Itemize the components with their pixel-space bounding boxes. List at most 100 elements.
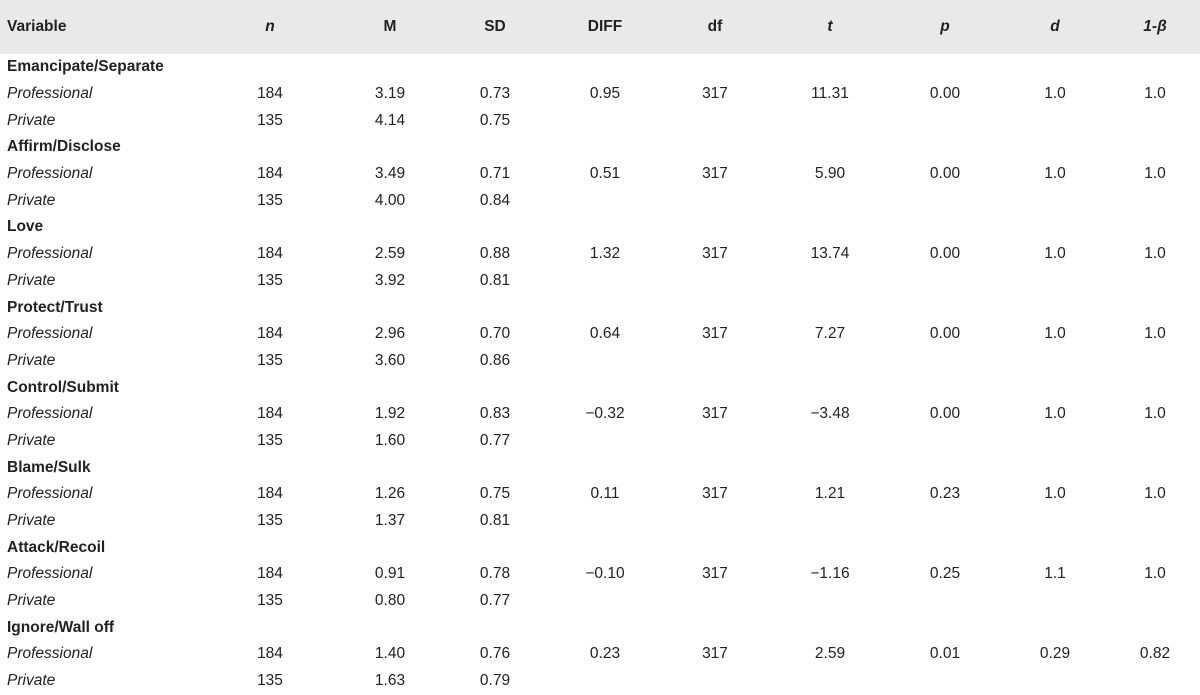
cell-p: [890, 187, 1000, 214]
cell-t: [770, 268, 890, 295]
cell-df: [660, 508, 770, 535]
cell-d: 1.0: [1044, 485, 1066, 503]
cell-mean: 2.59: [374, 245, 406, 263]
table-row-professional: Professional 184 2.96 0.70 0.64 317 7.27 0.00 1.…: [0, 321, 1200, 348]
cell-n: 184: [257, 405, 283, 423]
cell-mean: 4.14: [374, 111, 406, 129]
table-header: Variable n M SD DIFF df t p d 1-β: [0, 0, 1200, 54]
cell-df: 317: [702, 325, 728, 343]
column-header-d: d: [1050, 18, 1060, 35]
table-body: Emancipate/Separate Professional 184 3.19 0.…: [0, 54, 1200, 695]
cell-t: [770, 668, 890, 695]
cell-sd: 0.76: [479, 645, 511, 663]
cell-p: 0.00: [929, 165, 961, 183]
cell-t: 1.21: [814, 485, 846, 503]
cell-power: 1.0: [1144, 405, 1166, 423]
cell-t: −3.48: [810, 405, 850, 423]
table-row-professional: Professional 184 1.40 0.76 0.23 317 2.59 0.01 0.…: [0, 641, 1200, 668]
cell-df: [660, 187, 770, 214]
table-row-professional: Professional 184 3.49 0.71 0.51 317 5.90 0.00 1.…: [0, 161, 1200, 188]
group-label: Blame/Sulk: [7, 458, 91, 476]
cell-n: 184: [257, 565, 283, 583]
column-header-variable: Variable: [7, 18, 67, 35]
column-header-p: p: [940, 18, 950, 35]
cell-sd: 0.75: [479, 485, 511, 503]
cell-df: 317: [702, 165, 728, 183]
cell-d: 1.1: [1044, 565, 1066, 583]
cell-df: [660, 348, 770, 375]
condition-label: Private: [7, 111, 56, 129]
cell-mean: 0.80: [374, 592, 406, 610]
table-row-private: Private 135 1.63 0.79: [0, 668, 1200, 695]
cell-power: [1110, 107, 1200, 134]
cell-power: [1110, 508, 1200, 535]
table-row-private: Private 135 3.60 0.86: [0, 348, 1200, 375]
cell-sd: 0.86: [479, 351, 511, 369]
cell-power: 0.82: [1139, 645, 1171, 663]
cell-sd: 0.79: [479, 672, 511, 690]
cell-df: 317: [702, 245, 728, 263]
cell-sd: 0.88: [479, 245, 511, 263]
cell-sd: 0.84: [479, 191, 511, 209]
group-label: Protect/Trust: [7, 298, 103, 316]
header-row: Variable n M SD DIFF df t p d 1-β: [0, 0, 1200, 54]
cell-n: 135: [257, 672, 283, 690]
cell-diff: [550, 588, 660, 615]
cell-mean: 1.60: [374, 431, 406, 449]
cell-n: 184: [257, 85, 283, 103]
cell-diff: [550, 668, 660, 695]
cell-n: 184: [257, 485, 283, 503]
cell-p: 0.00: [929, 405, 961, 423]
cell-diff: −0.10: [585, 565, 625, 583]
cell-t: [770, 508, 890, 535]
cell-p: [890, 348, 1000, 375]
cell-diff: [550, 187, 660, 214]
cell-df: [660, 588, 770, 615]
condition-label: Professional: [7, 165, 93, 183]
cell-d: [1000, 348, 1110, 375]
cell-df: 317: [702, 405, 728, 423]
cell-p: 0.23: [929, 485, 961, 503]
cell-diff: 0.64: [589, 325, 621, 343]
table-row-private: Private 135 0.80 0.77: [0, 588, 1200, 615]
cell-power: [1110, 428, 1200, 455]
cell-p: [890, 428, 1000, 455]
cell-diff: −0.32: [585, 405, 625, 423]
cell-power: 1.0: [1144, 565, 1166, 583]
group-label: Ignore/Wall off: [7, 618, 115, 636]
cell-n: 135: [257, 191, 283, 209]
cell-t: [770, 107, 890, 134]
cell-t: [770, 588, 890, 615]
cell-power: 1.0: [1144, 325, 1166, 343]
cell-diff: 0.23: [589, 645, 621, 663]
cell-n: 135: [257, 512, 283, 530]
condition-label: Private: [7, 431, 56, 449]
cell-n: 184: [257, 245, 283, 263]
condition-label: Professional: [7, 85, 93, 103]
cell-d: 1.0: [1044, 405, 1066, 423]
cell-mean: 1.26: [374, 485, 406, 503]
group-row: Love: [0, 214, 1200, 241]
cell-power: 1.0: [1144, 165, 1166, 183]
table-row-private: Private 135 1.37 0.81: [0, 508, 1200, 535]
cell-p: [890, 268, 1000, 295]
cell-d: 1.0: [1044, 325, 1066, 343]
group-label: Affirm/Disclose: [7, 138, 121, 156]
table-row-private: Private 135 4.14 0.75: [0, 107, 1200, 134]
table-row-private: Private 135 4.00 0.84: [0, 187, 1200, 214]
cell-diff: 1.32: [589, 245, 621, 263]
cell-sd: 0.71: [479, 165, 511, 183]
cell-mean: 3.92: [374, 271, 406, 289]
condition-label: Private: [7, 592, 56, 610]
cell-d: [1000, 588, 1110, 615]
cell-n: 135: [257, 592, 283, 610]
cell-df: 317: [702, 565, 728, 583]
condition-label: Professional: [7, 325, 93, 343]
cell-diff: [550, 268, 660, 295]
cell-n: 184: [257, 165, 283, 183]
cell-power: [1110, 348, 1200, 375]
group-row: Blame/Sulk: [0, 454, 1200, 481]
group-label: Emancipate/Separate: [7, 58, 164, 76]
cell-d: [1000, 107, 1110, 134]
table-row-private: Private 135 3.92 0.81: [0, 268, 1200, 295]
